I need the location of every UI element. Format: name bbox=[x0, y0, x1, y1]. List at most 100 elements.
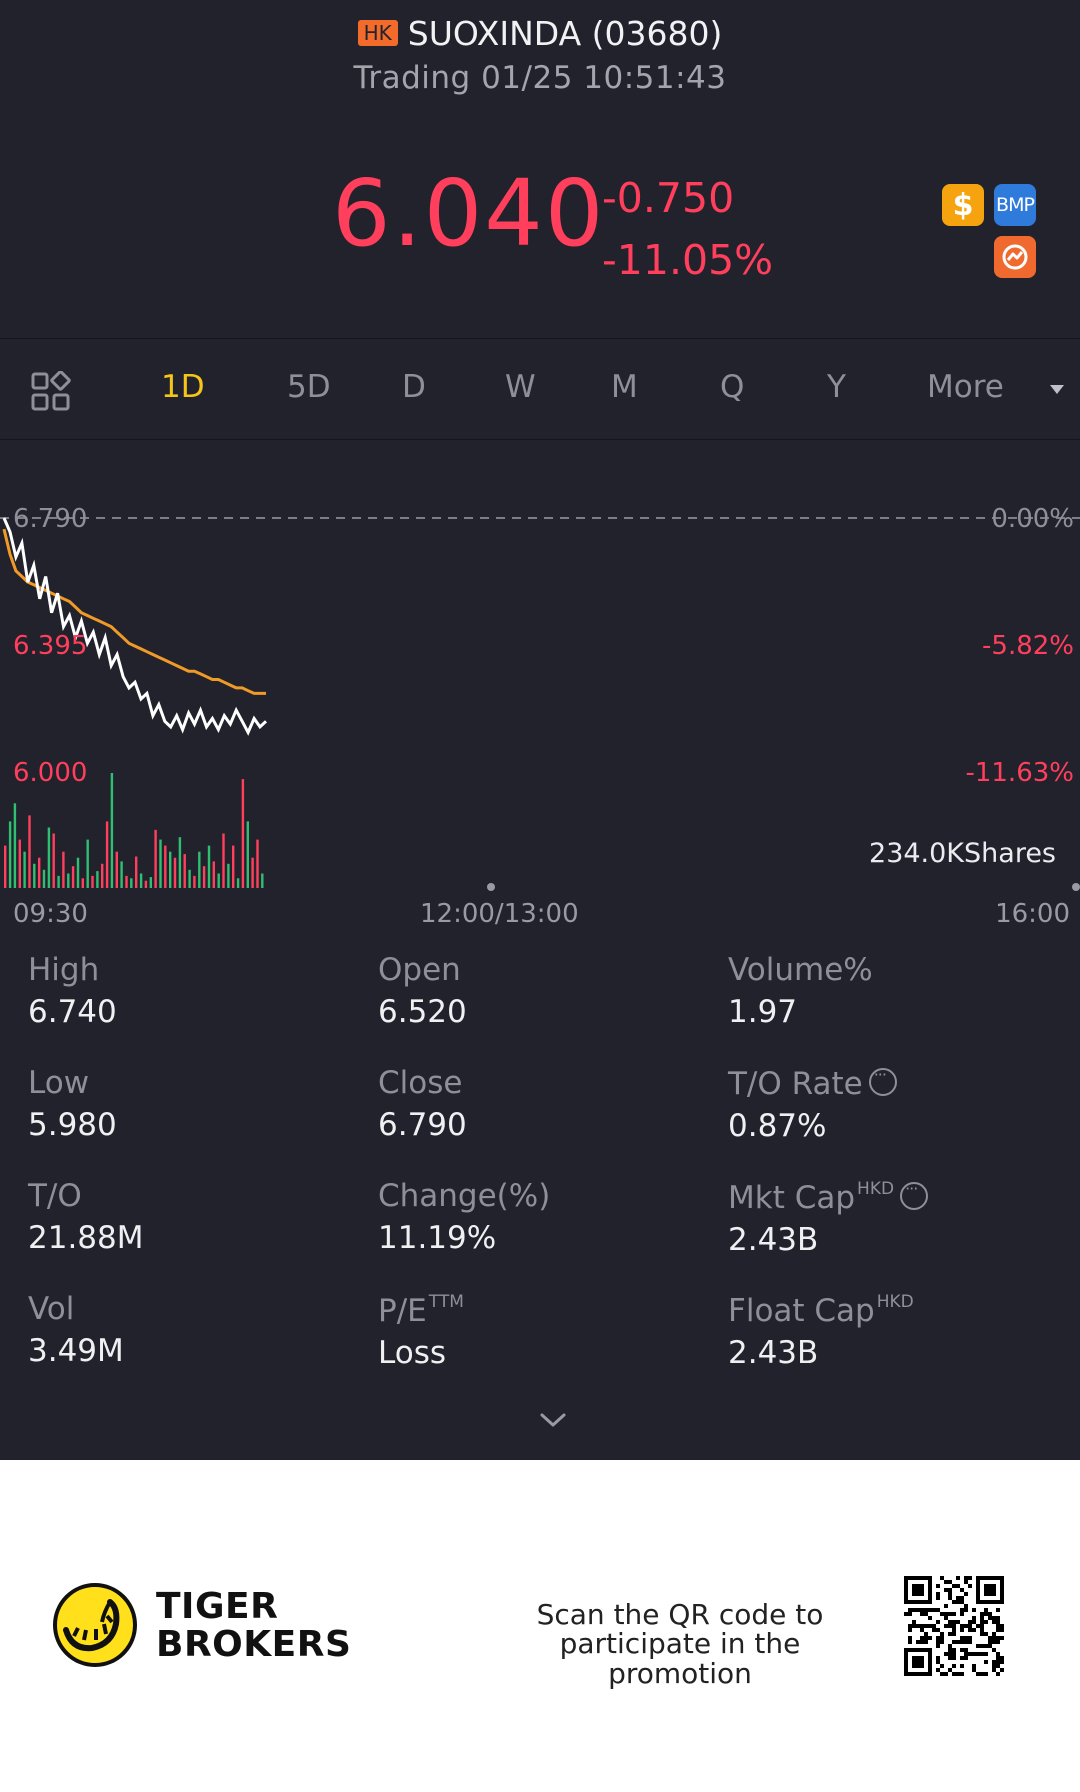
stat-float-cap: Float Cap HKD 2.43B bbox=[728, 1294, 1058, 1369]
stock-title: SUOXINDA (03680) bbox=[407, 14, 723, 53]
stat-to-rate: T/O Rate 0.87% bbox=[728, 1067, 1058, 1142]
brand-line-2: BROKERS bbox=[156, 1623, 352, 1665]
stat-label: T/O bbox=[28, 1178, 82, 1214]
volume-bar bbox=[38, 857, 41, 888]
y-label-low: 6.000 bbox=[13, 758, 88, 788]
volume-bar bbox=[42, 869, 46, 888]
intraday-chart[interactable]: 6.790 6.395 6.000 0.00% -5.82% -11.63% 2… bbox=[0, 440, 1080, 929]
time-label-lunch: 12:00/13:00 bbox=[420, 899, 579, 929]
volume-bar bbox=[261, 873, 264, 888]
info-icon[interactable] bbox=[868, 1067, 897, 1096]
stat-value: 2.43B bbox=[728, 1335, 819, 1371]
expand-chevron-icon[interactable] bbox=[538, 1405, 568, 1435]
volume-bar bbox=[227, 863, 230, 888]
tab-q[interactable]: Q bbox=[720, 369, 745, 405]
volume-bar bbox=[149, 877, 152, 888]
volume-bar bbox=[33, 863, 36, 888]
stat-label-text: Float Cap bbox=[728, 1293, 875, 1329]
stat-low: Low 5.980 bbox=[28, 1068, 358, 1141]
volume-bar bbox=[57, 875, 60, 888]
currency-superscript: HKD bbox=[857, 1179, 895, 1199]
stat-label: Change(%) bbox=[378, 1178, 551, 1214]
stat-label: T/O Rate bbox=[728, 1067, 1058, 1100]
stat-turnover: T/O 21.88M bbox=[28, 1181, 358, 1254]
stock-title-row: HK SUOXINDA (03680) bbox=[0, 14, 1080, 53]
tab-1d[interactable]: 1D bbox=[161, 369, 205, 405]
layout-grid-icon[interactable] bbox=[30, 371, 72, 413]
time-label-close: 16:00 bbox=[995, 899, 1070, 929]
volume-bar bbox=[86, 839, 89, 888]
volume-bar bbox=[13, 803, 17, 888]
volume-bar bbox=[8, 821, 12, 888]
pct-label-low: -11.63% bbox=[965, 758, 1074, 788]
stat-vol: Vol 3.49M bbox=[28, 1294, 358, 1367]
stat-value: 21.88M bbox=[28, 1220, 144, 1256]
tab-5d[interactable]: 5D bbox=[287, 369, 331, 405]
volume-bar bbox=[159, 839, 162, 888]
volume-bar bbox=[130, 878, 133, 888]
volume-bar bbox=[115, 851, 118, 888]
tab-more[interactable]: More bbox=[927, 369, 1004, 405]
volume-bar bbox=[188, 869, 191, 888]
volume-bar bbox=[67, 873, 70, 888]
volume-bar bbox=[256, 839, 259, 888]
volume-bar bbox=[23, 851, 26, 888]
volume-bars bbox=[4, 773, 264, 888]
volume-bar bbox=[217, 873, 220, 888]
y-label-high: 6.790 bbox=[13, 504, 88, 534]
volume-bar bbox=[62, 851, 65, 888]
volume-bar bbox=[222, 833, 225, 888]
volume-bar bbox=[105, 821, 109, 888]
tab-d[interactable]: D bbox=[402, 369, 426, 405]
y-label-mid: 6.395 bbox=[13, 631, 88, 661]
volume-bar bbox=[251, 857, 254, 888]
stat-label-text: P/E bbox=[378, 1293, 427, 1329]
tab-w[interactable]: W bbox=[505, 369, 536, 405]
stat-value: 6.520 bbox=[378, 994, 467, 1030]
stat-label: High bbox=[28, 952, 100, 988]
volume-bar bbox=[144, 880, 148, 888]
chevron-down-icon[interactable] bbox=[1050, 385, 1064, 394]
dollar-icon[interactable]: $ bbox=[942, 184, 984, 226]
tab-m[interactable]: M bbox=[611, 369, 638, 405]
pct-label-high: 0.00% bbox=[991, 504, 1074, 534]
ttm-superscript: TTM bbox=[428, 1292, 464, 1312]
volume-bar bbox=[135, 856, 138, 888]
stat-label: Low bbox=[28, 1065, 90, 1101]
volume-bar bbox=[139, 873, 143, 888]
volume-bar bbox=[91, 875, 94, 888]
stat-volume-pct: Volume% 1.97 bbox=[728, 955, 1058, 1028]
volume-bar bbox=[164, 845, 167, 888]
volume-bar bbox=[207, 845, 211, 888]
promo-footer: TIGER BROKERS Scan the QR code to partic… bbox=[0, 1460, 1080, 1792]
stat-value: 3.49M bbox=[28, 1333, 124, 1369]
last-price: 6.040 bbox=[332, 160, 606, 267]
stat-label: Volume% bbox=[728, 952, 873, 988]
volume-bar bbox=[173, 857, 177, 888]
volume-bar bbox=[52, 833, 55, 888]
stat-change-pct: Change(%) 11.19% bbox=[378, 1181, 708, 1254]
bmp-icon[interactable]: BMP bbox=[994, 184, 1036, 226]
volume-bar bbox=[198, 851, 201, 888]
volume-bar bbox=[28, 815, 31, 888]
flame-glyph bbox=[1002, 244, 1028, 270]
stat-label: Mkt Cap HKD bbox=[728, 1181, 1058, 1214]
pct-label-mid: -5.82% bbox=[982, 631, 1074, 661]
volume-bar bbox=[212, 861, 215, 888]
flame-icon[interactable] bbox=[994, 236, 1036, 278]
stat-value: 2.43B bbox=[728, 1222, 819, 1258]
volume-bar bbox=[154, 829, 157, 888]
volume-bar bbox=[202, 866, 206, 888]
info-icon[interactable] bbox=[900, 1181, 929, 1210]
volume-bar bbox=[178, 837, 182, 888]
qr-code-icon[interactable] bbox=[904, 1576, 1004, 1676]
stat-label: P/E TTM bbox=[378, 1294, 708, 1327]
stat-label: Float Cap HKD bbox=[728, 1294, 1058, 1327]
timeframe-tabs: 1D 5D D W M Q Y More bbox=[0, 338, 1080, 440]
stat-label: Close bbox=[378, 1065, 463, 1101]
stat-label: Vol bbox=[28, 1291, 75, 1327]
volume-bar bbox=[96, 871, 99, 888]
tab-y[interactable]: Y bbox=[827, 369, 846, 405]
stat-label-text: Mkt Cap bbox=[728, 1180, 856, 1216]
